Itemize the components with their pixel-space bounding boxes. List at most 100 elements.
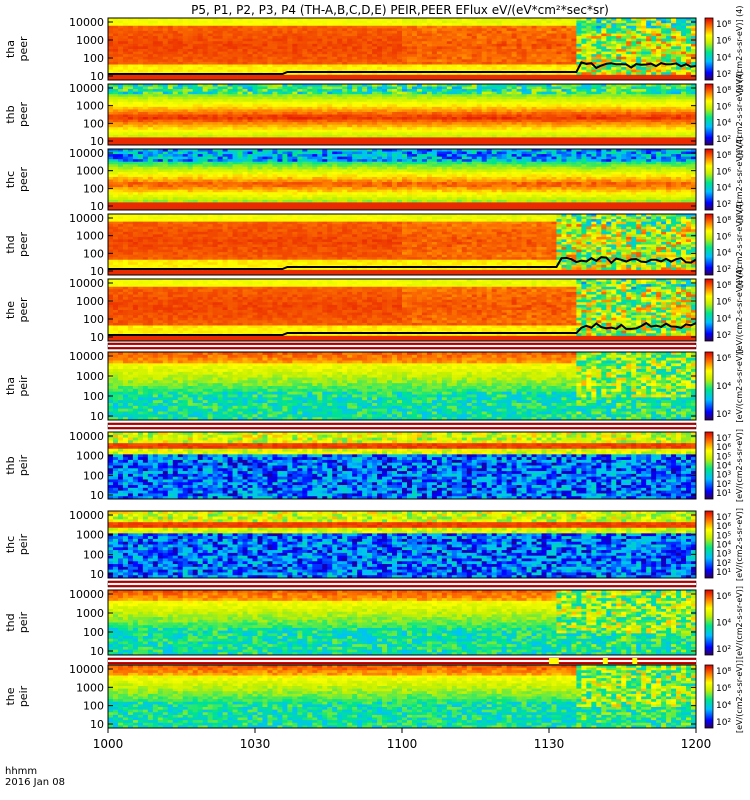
heatmap-cell	[272, 49, 278, 52]
heatmap-cell	[307, 56, 313, 60]
heatmap-cell	[431, 104, 438, 108]
heatmap-cell	[491, 106, 498, 110]
heatmap-cell	[411, 134, 418, 138]
heatmap-cell	[481, 56, 488, 60]
heatmap-cell	[377, 101, 383, 105]
heatmap-cell	[157, 59, 164, 63]
heatmap-cell	[641, 33, 647, 37]
heatmap-cell	[342, 99, 348, 103]
heatmap-cell	[167, 67, 174, 71]
heatmap-cell	[636, 77, 642, 81]
heatmap-cell	[137, 124, 144, 128]
heatmap-cell	[272, 127, 278, 131]
heatmap-cell	[332, 84, 338, 87]
heatmap-cell	[207, 94, 214, 98]
heatmap-cell	[402, 74, 408, 78]
heatmap-cell	[611, 38, 617, 42]
heatmap-cell	[456, 111, 463, 115]
heatmap-cell	[367, 61, 373, 65]
heatmap-cell	[272, 101, 278, 105]
heatmap-cell	[541, 41, 547, 45]
heatmap-cell	[227, 77, 233, 81]
heatmap-cell	[367, 43, 373, 47]
heatmap-cell	[212, 114, 219, 118]
heatmap-cell	[297, 124, 303, 128]
heatmap-cell	[436, 111, 443, 115]
heatmap-cell	[406, 134, 413, 138]
heatmap-cell	[257, 84, 263, 87]
heatmap-cell	[561, 18, 567, 21]
heatmap-cell	[536, 139, 542, 143]
heatmap-cell	[541, 96, 547, 100]
heatmap-cell	[152, 46, 159, 50]
heatmap-cell	[481, 109, 488, 113]
heatmap-cell	[187, 91, 194, 95]
heatmap-cell	[591, 41, 597, 45]
heatmap-cell	[521, 139, 527, 143]
heatmap-cell	[441, 77, 448, 81]
heatmap-cell	[541, 54, 547, 58]
heatmap-cell	[436, 77, 443, 81]
heatmap-cell	[441, 119, 448, 123]
heatmap-cell	[342, 33, 348, 37]
heatmap-cell	[132, 137, 139, 141]
heatmap-cell	[616, 51, 622, 55]
heatmap-cell	[147, 30, 154, 34]
heatmap-cell	[142, 49, 149, 52]
heatmap-cell	[372, 132, 378, 136]
heatmap-cell	[681, 30, 687, 34]
heatmap-cell	[212, 134, 219, 138]
heatmap-cell	[387, 18, 393, 21]
heatmap-cell	[581, 38, 587, 42]
heatmap-cell	[646, 49, 652, 52]
heatmap-cell	[212, 20, 219, 24]
heatmap-cell	[282, 43, 288, 47]
heatmap-cell	[337, 64, 343, 68]
heatmap-cell	[187, 96, 194, 100]
heatmap-cell	[312, 132, 318, 136]
heatmap-cell	[466, 18, 473, 21]
heatmap-cell	[332, 139, 338, 143]
heatmap-cell	[332, 36, 338, 40]
heatmap-cell	[651, 54, 657, 58]
heatmap-cell	[411, 46, 418, 50]
heatmap-cell	[297, 142, 303, 146]
heatmap-cell	[416, 134, 423, 138]
heatmap-cell	[461, 106, 468, 110]
heatmap-cell	[127, 64, 134, 68]
heatmap-cell	[676, 28, 682, 32]
heatmap-cell	[252, 132, 258, 136]
heatmap-cell	[307, 142, 313, 146]
heatmap-cell	[122, 91, 129, 95]
heatmap-cell	[496, 106, 503, 110]
heatmap-cell	[496, 117, 503, 120]
heatmap-cell	[127, 23, 134, 27]
heatmap-cell	[397, 91, 403, 95]
heatmap-cell	[576, 23, 582, 27]
heatmap-cell	[421, 96, 428, 100]
heatmap-cell	[277, 117, 283, 120]
heatmap-cell	[342, 94, 348, 98]
heatmap-cell	[322, 38, 328, 42]
heatmap-cell	[147, 91, 154, 95]
heatmap-cell	[132, 74, 139, 78]
heatmap-cell	[471, 49, 478, 52]
heatmap-cell	[322, 25, 328, 29]
heatmap-cell	[382, 51, 388, 55]
heatmap-cell	[576, 46, 582, 50]
heatmap-cell	[581, 54, 587, 58]
heatmap-cell	[451, 64, 458, 68]
heatmap-cell	[611, 43, 617, 47]
heatmap-cell	[152, 101, 159, 105]
heatmap-cell	[312, 109, 318, 113]
heatmap-cell	[212, 28, 219, 32]
heatmap-cell	[421, 134, 428, 138]
heatmap-cell	[272, 109, 278, 113]
heatmap-cell	[521, 117, 527, 120]
heatmap-cell	[686, 59, 692, 63]
heatmap-cell	[501, 72, 508, 76]
heatmap-cell	[172, 59, 179, 63]
heatmap-cell	[142, 56, 149, 60]
heatmap-cell	[611, 74, 617, 78]
heatmap-cell	[112, 59, 119, 63]
